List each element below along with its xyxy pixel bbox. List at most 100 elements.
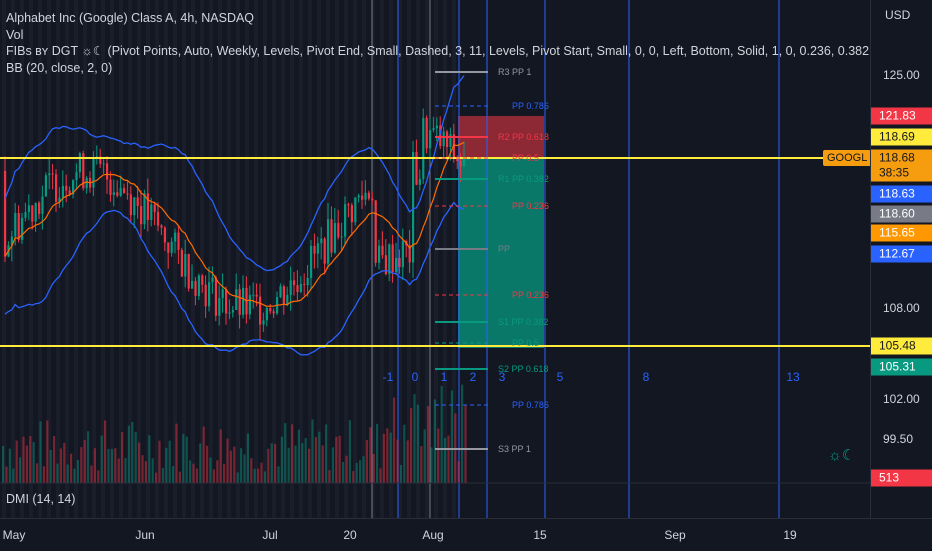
legend-fibs-indicator[interactable]: FIBs ʙʏ DGT ☼☾ (Pivot Points, Auto, Week… <box>6 44 870 58</box>
fib-level-label: S3 PP 1 <box>498 444 531 454</box>
volume-bar <box>464 405 467 483</box>
volume-bar <box>287 447 290 483</box>
candle-body <box>180 250 183 277</box>
volume-bar <box>66 464 69 483</box>
legend-title[interactable]: Alphabet Inc (Google) Class A, 4h, NASDA… <box>6 11 255 25</box>
candle-body <box>143 193 146 225</box>
candle-body <box>303 283 306 285</box>
candle-body <box>72 180 75 195</box>
volume-bar <box>141 455 144 483</box>
volume-bar <box>335 436 338 483</box>
volume-bar <box>314 437 317 483</box>
candle-body <box>170 241 173 253</box>
volume-bar <box>87 431 90 483</box>
volume-bar <box>423 429 426 483</box>
volume-bar <box>260 462 263 483</box>
currency-label[interactable]: USD <box>885 8 911 22</box>
session-stripe <box>389 0 393 518</box>
candle-body <box>262 320 265 325</box>
price-label: 105.31 <box>871 358 932 376</box>
volume-bar <box>399 464 402 483</box>
volume-bar <box>104 420 107 483</box>
candle-body <box>129 194 132 216</box>
candle-body <box>34 202 37 222</box>
candle-body <box>374 200 377 263</box>
candle-body <box>418 179 421 185</box>
price-label: 105.48 <box>871 337 932 355</box>
candle-body <box>333 223 336 253</box>
session-stripe <box>362 0 366 518</box>
volume-bar <box>246 433 249 483</box>
session-stripe <box>380 0 384 518</box>
candle-body <box>197 275 200 296</box>
candle-body <box>330 219 333 253</box>
fib-level-label: PP 0.5 <box>512 153 539 163</box>
candle-body <box>221 289 224 299</box>
candle-body <box>228 312 231 314</box>
time-tick: May <box>2 528 26 542</box>
volume-bar <box>420 446 423 483</box>
volume-bar <box>76 459 79 483</box>
candle-body <box>265 307 268 321</box>
session-stripe <box>371 0 375 518</box>
candle-body <box>31 205 34 222</box>
volume-bar <box>406 440 409 483</box>
dmi-indicator-label[interactable]: DMI (14, 14) <box>6 492 76 506</box>
candle-body <box>201 275 204 285</box>
candle-body <box>126 193 129 195</box>
volume-bar <box>63 442 66 483</box>
volume-bar <box>233 446 236 483</box>
volume-bar <box>457 461 460 483</box>
candle-body <box>415 152 418 185</box>
session-stripe <box>236 0 240 518</box>
candle-body <box>153 204 156 213</box>
candle-body <box>10 236 13 246</box>
volume-bar <box>257 468 260 483</box>
fib-time-number: 8 <box>642 370 650 384</box>
candle-body <box>211 277 214 283</box>
volume-bar <box>328 470 331 483</box>
price-label: 38:35 <box>871 164 932 182</box>
candle-body <box>364 192 367 200</box>
candle-body <box>14 213 17 237</box>
volume-bar <box>263 471 266 483</box>
volume-bar <box>53 436 56 483</box>
time-axis[interactable]: May Jun Jul 20 Aug 15 Sep 19 <box>0 518 932 551</box>
candle-body <box>255 294 258 297</box>
candle-body <box>282 286 285 305</box>
candle-body <box>401 241 404 268</box>
candle-body <box>456 158 459 162</box>
session-stripe <box>173 0 177 518</box>
fib-level-label: S2 PP 0.618 <box>498 364 549 374</box>
volume-bar <box>39 421 42 483</box>
chart-canvas[interactable] <box>0 0 870 518</box>
volume-bar <box>148 435 151 483</box>
candle-body <box>150 204 153 221</box>
candle-body <box>99 156 102 164</box>
volume-bar <box>352 471 355 483</box>
volume-bar <box>206 445 209 483</box>
session-stripe <box>101 0 105 518</box>
candle-body <box>75 172 78 181</box>
volume-bar <box>433 399 436 483</box>
sun-moon-icon[interactable]: ☼☾ <box>828 447 856 464</box>
session-stripe <box>245 0 249 518</box>
candle-body <box>167 242 170 253</box>
volume-bar <box>212 469 215 483</box>
candle-body <box>92 158 95 188</box>
volume-bar <box>382 433 385 483</box>
candle-body <box>384 255 387 275</box>
candle-body <box>252 294 255 296</box>
candle-body <box>320 238 323 244</box>
price-tick: 125.00 <box>883 68 920 82</box>
price-axis[interactable]: USD 125.00 108.00 102.00 99.50 121.83 118.69… <box>870 0 932 518</box>
legend-volume[interactable]: Vol <box>6 27 24 42</box>
candle-body <box>327 219 330 264</box>
fib-time-number: 5 <box>556 370 564 384</box>
candle-body <box>439 125 442 147</box>
volume-bar <box>90 465 93 483</box>
legend-bollinger-bands[interactable]: BB (20, close, 2, 0) <box>6 60 113 75</box>
volume-bar <box>277 466 280 483</box>
chart-pane[interactable]: Alphabet Inc (Google) Class A, 4h, NASDA… <box>0 0 870 518</box>
volume-bar <box>15 440 18 483</box>
